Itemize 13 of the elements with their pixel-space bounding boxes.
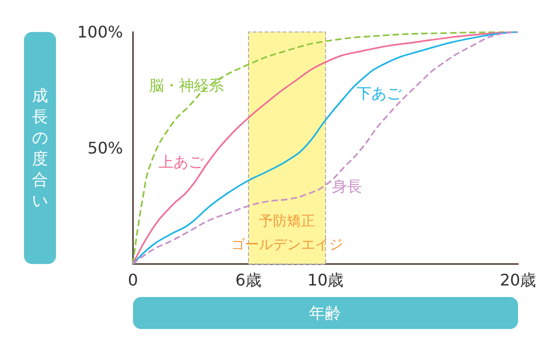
y-axis-title: 成長の度合い [32,86,48,210]
x-tick-label: 0 [128,270,138,290]
series-label: 上あご [158,152,204,171]
series-label: 身長 [332,178,362,196]
y-tick-label: 100% [77,22,123,42]
x-tick-label: 20歳 [500,270,536,290]
x-tick-label: 6歳 [235,270,262,290]
x-tick-label: 10歳 [307,270,344,290]
x-axis-title: 年齢 [309,304,341,322]
band-label: 予防矯正 [259,214,315,230]
series-label: 下あご [356,84,403,103]
line-series [132,31,519,265]
y-tick-label: 50% [87,138,123,158]
